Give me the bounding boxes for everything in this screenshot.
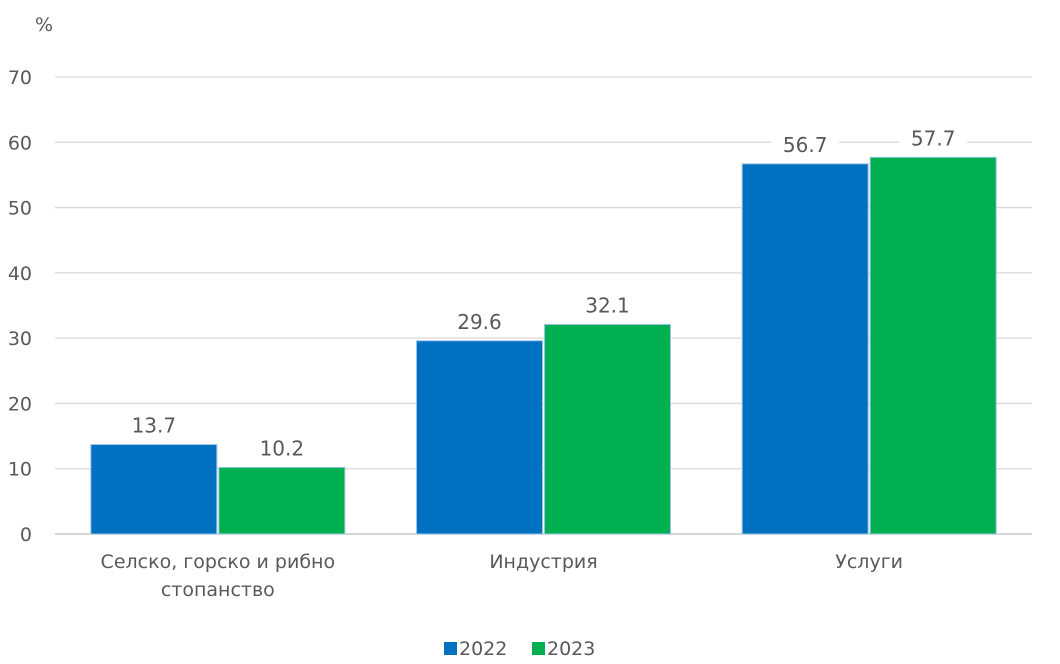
y-tick-label: 10 bbox=[8, 459, 32, 481]
data-label-background bbox=[247, 434, 316, 462]
axes: % 0 10 20 30 40 50 60 70 Селско, горско и рибно с… bbox=[8, 14, 903, 601]
category-label: Селско, горско и рибно bbox=[101, 551, 336, 573]
data-label: 13.7 bbox=[132, 414, 177, 438]
legend-label: 2023 bbox=[547, 638, 595, 660]
legend-label: 2022 bbox=[459, 638, 507, 660]
y-tick-label: 40 bbox=[8, 263, 32, 285]
category-label: Индустрия bbox=[489, 551, 597, 573]
legend: 2022 2023 bbox=[444, 638, 595, 660]
data-label: 56.7 bbox=[783, 133, 828, 157]
data-label-background bbox=[573, 291, 642, 319]
bar-2023-1 bbox=[544, 323, 671, 535]
bar-2023-2 bbox=[869, 156, 997, 535]
y-tick-label: 20 bbox=[8, 393, 32, 415]
y-tick-label: 30 bbox=[8, 328, 32, 350]
bars bbox=[90, 156, 997, 535]
y-tick-label: 70 bbox=[8, 67, 32, 89]
category-label: Услуги bbox=[835, 551, 903, 573]
data-label-background bbox=[899, 124, 968, 152]
bar-2022-1 bbox=[416, 340, 543, 535]
legend-swatch-2023 bbox=[532, 642, 545, 655]
category-label: стопанство bbox=[161, 579, 275, 601]
y-tick-label: 60 bbox=[8, 132, 32, 154]
legend-swatch-2022 bbox=[444, 642, 457, 655]
y-axis-unit-label: % bbox=[35, 14, 53, 36]
data-label: 10.2 bbox=[260, 436, 305, 460]
data-label-background bbox=[771, 130, 840, 158]
y-tick-label: 0 bbox=[20, 524, 32, 546]
gridlines bbox=[55, 76, 1032, 535]
bar-2022-2 bbox=[741, 163, 869, 535]
data-label-background bbox=[119, 411, 188, 439]
data-label-background bbox=[445, 307, 514, 335]
y-tick-label: 50 bbox=[8, 198, 32, 220]
bar-2022-0 bbox=[90, 444, 218, 535]
bar-2023-0 bbox=[218, 466, 346, 535]
data-labels: 13.7 10.2 29.6 32.1 56.7 57.7 bbox=[119, 124, 968, 462]
data-label: 57.7 bbox=[911, 126, 956, 150]
data-label: 32.1 bbox=[585, 293, 630, 317]
data-label: 29.6 bbox=[457, 310, 502, 334]
